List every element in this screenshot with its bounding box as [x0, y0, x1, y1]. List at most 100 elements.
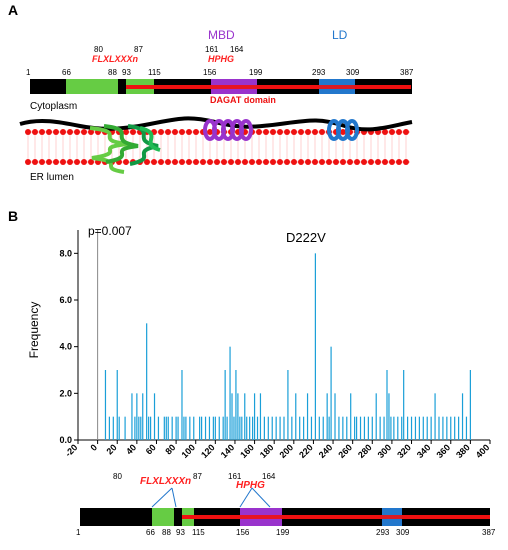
protein-positions-a: 1 66 88 93 115 156 199 293 309 387 — [0, 68, 508, 78]
frequency-bar — [146, 323, 148, 440]
frequency-bar — [326, 393, 328, 440]
x-tick-label: 160 — [238, 442, 256, 460]
position-label: 156 — [203, 68, 217, 77]
position-label: 309 — [346, 68, 360, 77]
position-label: 293 — [312, 68, 326, 77]
bottom-motif1-end: 87 — [193, 472, 202, 481]
frequency-bar — [287, 370, 289, 440]
frequency-bar — [310, 416, 313, 440]
x-tick-label: 320 — [395, 442, 413, 460]
x-tick-label: 40 — [124, 442, 138, 456]
frequency-bar — [330, 346, 332, 440]
frequency-bar — [140, 416, 142, 440]
frequency-bar — [388, 393, 390, 440]
x-tick-label: 220 — [297, 442, 315, 460]
bottom-motif2-end: 164 — [262, 472, 276, 481]
frequency-bar — [371, 416, 373, 440]
frequency-bar — [350, 393, 352, 440]
x-tick-label: 400 — [474, 442, 492, 460]
frequency-bar — [334, 393, 336, 440]
frequency-bar — [279, 416, 281, 440]
frequency-bar — [434, 393, 436, 440]
frequency-bar — [375, 393, 377, 440]
frequency-bar — [367, 416, 369, 440]
frequency-bar — [414, 416, 417, 440]
frequency-bar — [214, 416, 216, 440]
bottom-domain-diagram — [80, 487, 490, 526]
panel-b-letter: B — [8, 208, 19, 224]
frequency-bar — [442, 416, 444, 440]
panel-a-letter: A — [8, 2, 19, 18]
frequency-bar — [303, 416, 305, 440]
bottom-motif1-start: 80 — [113, 472, 122, 481]
frequency-bar — [461, 393, 464, 440]
frequency-bar — [397, 416, 399, 440]
motif2-end: 164 — [230, 45, 244, 54]
frequency-bar — [193, 416, 195, 440]
position-label: 199 — [276, 528, 290, 537]
blue-helix — [327, 119, 359, 141]
frequency-bar — [171, 416, 173, 440]
peak-label: D222V — [286, 230, 326, 245]
frequency-bar — [222, 416, 224, 440]
frequency-bar — [322, 416, 324, 440]
position-label: 66 — [62, 68, 71, 77]
p-value: p=0.007 — [88, 224, 132, 238]
position-label: 199 — [249, 68, 263, 77]
frequency-bar — [163, 416, 165, 440]
x-tick-label: 260 — [336, 442, 354, 460]
x-tick-label: 20 — [104, 442, 118, 456]
position-label: 93 — [122, 68, 131, 77]
frequency-bar — [218, 416, 220, 440]
frequency-bar — [418, 416, 420, 440]
position-label: 88 — [108, 68, 117, 77]
frequency-bar — [183, 416, 185, 440]
dagat-overlay-b — [182, 515, 490, 519]
frequency-bar — [342, 416, 344, 440]
x-tick-label: 80 — [163, 442, 177, 456]
green-domain-a — [66, 79, 118, 94]
x-tick-label: 340 — [415, 442, 433, 460]
frequency-bar — [189, 416, 191, 440]
frequency-bar — [314, 253, 316, 440]
x-tick-label: 60 — [144, 442, 158, 456]
motif2-label: HPHG — [208, 54, 235, 64]
frequency-bar — [233, 416, 235, 440]
frequency-bar — [199, 416, 201, 440]
protein-positions-b: 1 66 88 93 115 156 199 293 309 387 — [0, 528, 508, 538]
position-label: 309 — [396, 528, 410, 537]
dagat-overlay-a — [126, 85, 411, 89]
frequency-bar — [383, 416, 385, 440]
frequency-bar — [181, 370, 183, 440]
frequency-bar — [177, 416, 179, 440]
frequency-bar — [458, 416, 460, 440]
frequency-bar — [231, 393, 233, 440]
frequency-bar — [142, 393, 144, 440]
position-label: 88 — [162, 528, 171, 537]
position-label: 387 — [400, 68, 414, 77]
frequency-bar — [354, 416, 356, 440]
position-label: 93 — [176, 528, 185, 537]
frequency-bar — [403, 370, 405, 440]
y-tick-label: 4.0 — [59, 342, 72, 352]
x-tick-label: 300 — [376, 442, 394, 460]
frequency-bar — [338, 416, 340, 440]
frequency-bar — [359, 416, 362, 440]
frequency-bar — [185, 416, 187, 440]
frequency-bar — [212, 416, 214, 440]
frequency-bar — [253, 393, 256, 440]
frequency-bar — [401, 416, 403, 440]
x-tick-label: 240 — [317, 442, 335, 460]
frequency-bar — [252, 416, 254, 440]
frequency-bar — [108, 416, 110, 440]
frequency-bar — [224, 370, 226, 440]
position-label: 115 — [192, 528, 205, 537]
dagat-domain-label: DAGAT domain — [210, 95, 276, 105]
cytoplasm-label: Cytoplasm — [30, 101, 78, 112]
x-tick-label: 100 — [179, 442, 197, 460]
frequency-bar — [124, 416, 126, 440]
frequency-bar — [426, 416, 428, 440]
frequency-bar — [241, 416, 243, 440]
frequency-bar — [235, 370, 237, 440]
frequency-bar — [134, 416, 136, 440]
